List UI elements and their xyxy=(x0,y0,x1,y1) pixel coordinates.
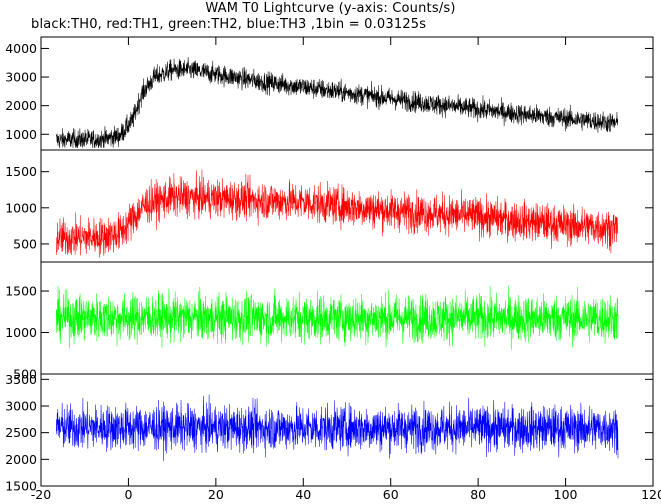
y-tick-label: 1500 xyxy=(5,284,37,299)
chart-subtitle: black:TH0, red:TH1, green:TH2, blue:TH3 … xyxy=(31,17,427,32)
y-tick-label: 1500 xyxy=(5,479,37,494)
y-tick-label: 3500 xyxy=(5,372,37,387)
y-tick-label: 1000 xyxy=(5,325,37,340)
x-tick-label: 40 xyxy=(295,487,311,502)
x-tick-label: 20 xyxy=(208,487,224,502)
x-tick-label: 80 xyxy=(470,487,486,502)
chart-title: WAM T0 Lightcurve (y-axis: Counts/s) xyxy=(205,1,456,16)
y-tick-label: 2000 xyxy=(5,452,37,467)
series-th3-line xyxy=(56,394,619,462)
y-tick-label: 2500 xyxy=(5,425,37,440)
y-tick-label: 1500 xyxy=(5,164,37,179)
x-tick-label: -20 xyxy=(31,487,51,502)
y-tick-label: 4000 xyxy=(5,41,37,56)
series-th0-line xyxy=(56,57,619,149)
y-tick-label: 3000 xyxy=(5,70,37,85)
series-th2-line xyxy=(56,285,619,350)
y-tick-label: 1000 xyxy=(5,127,37,142)
x-tick-label: 120 xyxy=(641,487,661,502)
x-tick-label: 100 xyxy=(554,487,578,502)
series-th1-line xyxy=(56,169,619,258)
y-tick-label: 3000 xyxy=(5,399,37,414)
x-tick-label: 0 xyxy=(124,487,132,502)
y-tick-label: 500 xyxy=(13,367,37,382)
x-tick-label: 60 xyxy=(383,487,399,502)
y-tick-label: 500 xyxy=(13,236,37,251)
y-tick-label: 2000 xyxy=(5,98,37,113)
panel-frame-th3 xyxy=(40,373,654,487)
y-tick-label: 1000 xyxy=(5,200,37,215)
